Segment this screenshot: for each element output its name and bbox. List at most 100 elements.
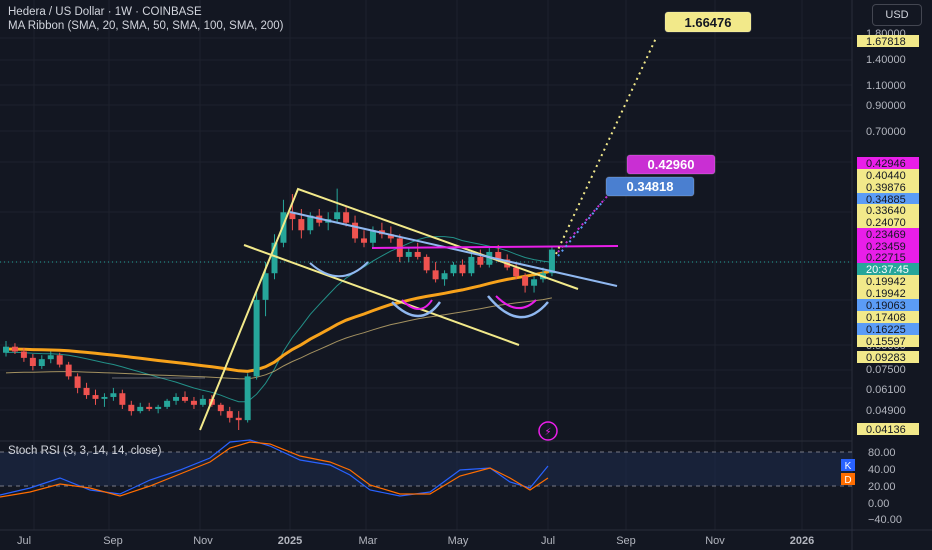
price-tick-label: 0.04900 xyxy=(866,405,906,417)
price-badge xyxy=(857,228,919,240)
price-callouts: 1.66476 0.42960 0.34818 xyxy=(605,11,752,197)
candle-body xyxy=(11,346,18,352)
head-shoulder-arc xyxy=(309,261,369,278)
target-projection-line xyxy=(557,199,605,257)
price-callout-box xyxy=(664,11,752,33)
price-tick-label: 1.40000 xyxy=(866,54,906,66)
price-tick-label: 1.10000 xyxy=(866,80,906,92)
price-callout-label: 0.34818 xyxy=(627,179,674,194)
candle-body xyxy=(199,398,206,405)
time-tick-label: 2026 xyxy=(790,535,814,547)
shoulder-inner-arc xyxy=(401,299,433,310)
candle-body xyxy=(128,404,135,412)
price-tick-label: 0.07500 xyxy=(866,364,906,376)
time-tick-label: 2025 xyxy=(278,535,302,547)
indicator-legend[interactable]: MA Ribbon (SMA, 20, SMA, 50, SMA, 100, S… xyxy=(8,20,284,32)
candle-body xyxy=(137,406,144,412)
price-badge-label: 0.23469 xyxy=(866,229,906,241)
price-badge-label: 0.04136 xyxy=(866,424,906,436)
price-callout-label: 0.42960 xyxy=(648,157,695,172)
price-badge-label: 0.39876 xyxy=(866,182,906,194)
candle-body xyxy=(164,400,171,407)
price-badge xyxy=(857,157,919,169)
price-badge xyxy=(857,287,919,299)
price-badge xyxy=(857,423,919,435)
time-tick-label: Sep xyxy=(103,535,123,547)
price-badge-label: 0.09283 xyxy=(866,352,906,364)
stoch-k-badge-label: K xyxy=(845,461,852,472)
candle-body xyxy=(307,215,314,231)
candle-body xyxy=(531,279,538,286)
stoch-tick-label: 80.00 xyxy=(868,447,896,459)
candle-body xyxy=(20,351,27,358)
candle-body xyxy=(262,273,269,300)
price-tick-label: 0.90000 xyxy=(866,100,906,112)
candle-body xyxy=(405,251,412,257)
price-badge xyxy=(857,311,919,323)
candle-body xyxy=(101,396,108,399)
shoulder-arc xyxy=(487,295,549,319)
stoch-d-badge xyxy=(841,473,855,485)
time-tick-label: Nov xyxy=(193,535,213,547)
neckline xyxy=(371,245,619,249)
candle-body xyxy=(235,417,242,421)
time-tick-label: Sep xyxy=(616,535,636,547)
time-axis[interactable]: Jul Sep Nov 2025 Mar May Jul Sep Nov 2026 xyxy=(17,535,814,547)
price-badge-label: 0.17408 xyxy=(866,312,906,324)
stoch-rsi-legend[interactable]: Stoch RSI (3, 3, 14, 14, close) xyxy=(8,445,162,457)
candle-body xyxy=(65,364,72,377)
price-badge xyxy=(857,216,919,228)
stoch-tick-label: 0.00 xyxy=(868,498,889,510)
price-badge xyxy=(857,251,919,263)
candle-body xyxy=(548,249,555,274)
price-badge xyxy=(857,181,919,193)
price-badge-label: 20:37:45 xyxy=(866,264,909,276)
candle-body xyxy=(155,406,162,409)
price-badge-label: 0.34885 xyxy=(866,194,906,206)
price-badge xyxy=(857,35,919,47)
candle-body xyxy=(47,355,54,360)
price-badge-label: 0.19942 xyxy=(866,276,906,288)
candle-body xyxy=(271,242,278,274)
candle-body xyxy=(110,393,117,397)
moving-average-ribbon xyxy=(5,236,553,403)
candle-body xyxy=(190,400,197,405)
stoch-tick-label: 20.00 xyxy=(868,481,896,493)
price-callout-label: 1.66476 xyxy=(685,15,732,30)
candle-body xyxy=(477,256,484,265)
price-badge xyxy=(857,275,919,287)
price-callout-box xyxy=(626,154,716,175)
stoch-k-badge xyxy=(841,459,855,471)
price-badge-label: 0.24070 xyxy=(866,217,906,229)
resistance-line xyxy=(289,211,618,287)
triangle-lower-line xyxy=(243,244,520,346)
price-badge-label: 0.22715 xyxy=(866,252,906,264)
stoch-d-badge-label: D xyxy=(844,475,851,486)
price-badge-label: 0.19942 xyxy=(866,288,906,300)
candle-body xyxy=(343,212,350,223)
shoulder-arc xyxy=(391,301,442,318)
candle-body xyxy=(253,299,260,377)
candle-body xyxy=(450,264,457,274)
candle-body xyxy=(3,346,9,353)
time-tick-label: May xyxy=(448,535,469,547)
price-axis[interactable]: 1.800001.400001.100000.900000.700000.500… xyxy=(841,28,919,526)
price-badge xyxy=(857,263,919,275)
time-tick-label: Nov xyxy=(705,535,725,547)
time-tick-label: Jul xyxy=(541,535,555,547)
candle-body xyxy=(387,234,394,239)
candle-body xyxy=(352,222,359,239)
candle-body xyxy=(432,270,439,280)
candle-body xyxy=(298,219,305,231)
event-marker-icon xyxy=(538,421,558,441)
candle-body xyxy=(423,256,430,271)
shoulder-inner-arc xyxy=(495,295,537,309)
price-tick-label: 0.06100 xyxy=(866,384,906,396)
currency-button[interactable]: USD xyxy=(872,4,922,26)
price-badge-label: 0.33640 xyxy=(866,205,906,217)
candle-body xyxy=(522,276,529,286)
price-badge xyxy=(857,240,919,252)
candle-body xyxy=(29,357,36,367)
lightning-icon: ⚡ xyxy=(544,427,551,438)
